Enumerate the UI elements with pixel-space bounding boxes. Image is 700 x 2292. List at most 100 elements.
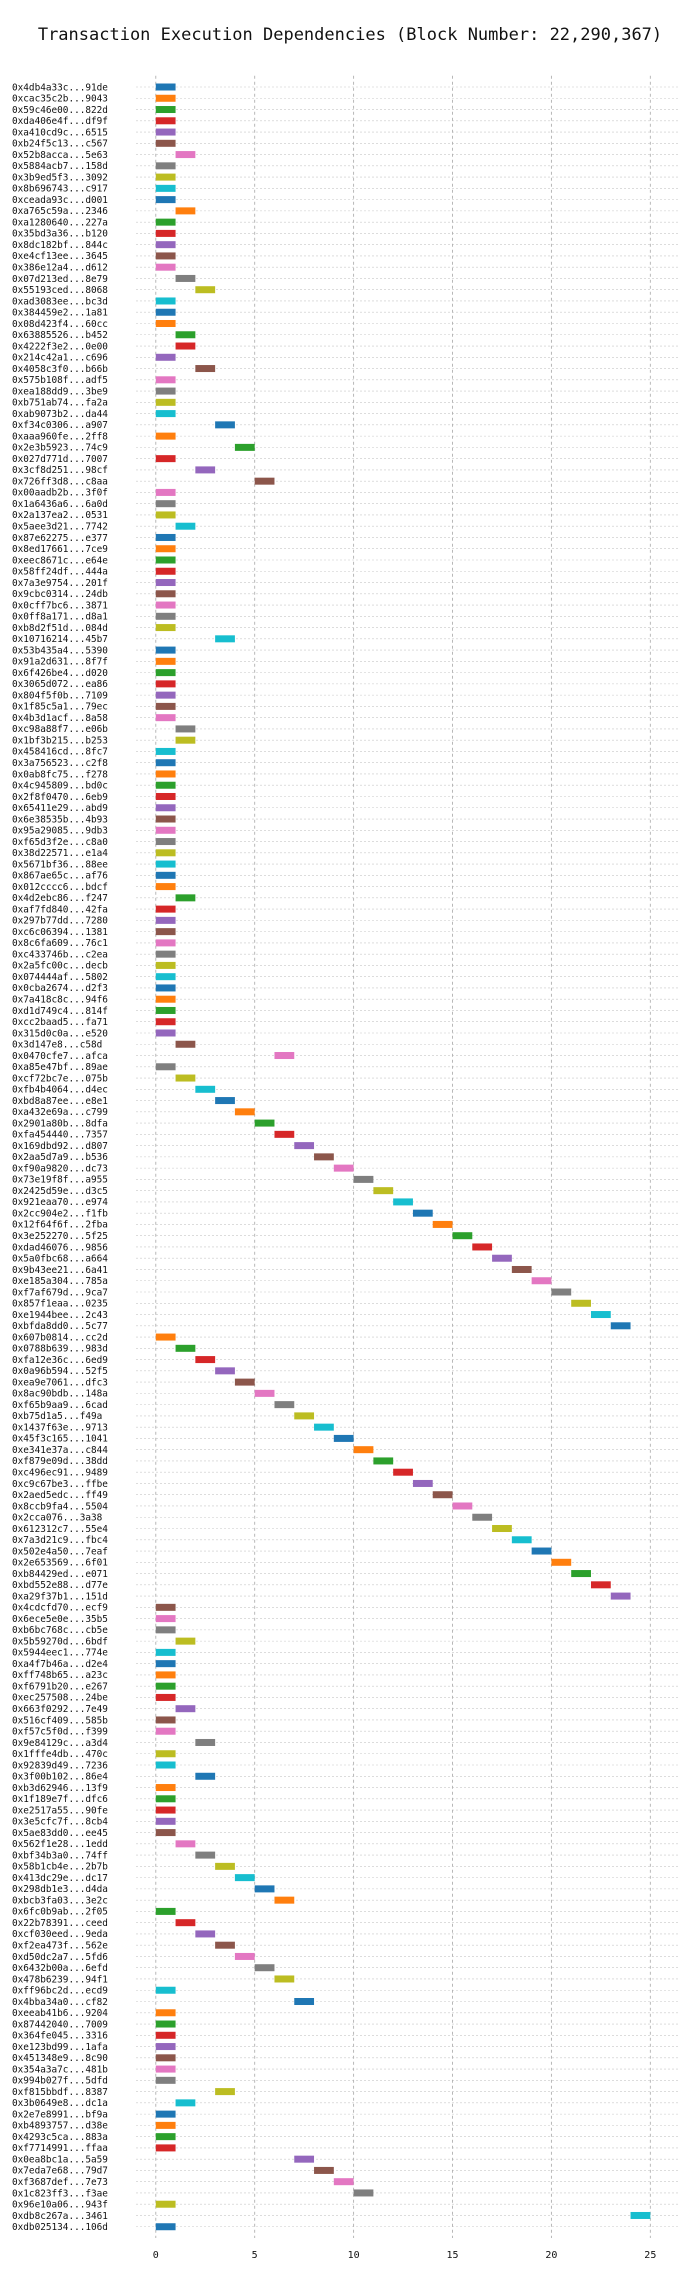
execution-bar (175, 342, 196, 350)
execution-bar (155, 657, 176, 665)
execution-bar (155, 297, 176, 305)
execution-bar (155, 916, 176, 924)
execution-bar (155, 2065, 176, 2073)
transaction-label: 0x3f00b102...86e4 (12, 1772, 108, 1783)
transaction-label: 0x52b8acca...5e63 (12, 150, 108, 161)
execution-bar (155, 680, 176, 688)
execution-bar (175, 1344, 196, 1352)
execution-bar (155, 432, 176, 440)
execution-bar (254, 1389, 275, 1397)
execution-bar (155, 646, 176, 654)
transaction-label: 0xfa454440...7357 (12, 1130, 108, 1141)
transaction-label: 0x074444af...5802 (12, 972, 108, 983)
execution-bar (155, 1682, 176, 1690)
execution-bar (234, 1378, 255, 1386)
transaction-label: 0xa4f7b46a...d2e4 (12, 1659, 108, 1670)
execution-bar (195, 1930, 216, 1938)
execution-bar (155, 252, 176, 260)
execution-bar (155, 500, 176, 508)
execution-bar (195, 1738, 216, 1746)
execution-bar (333, 2178, 354, 2186)
execution-bar (175, 207, 196, 215)
execution-bar (155, 1603, 176, 1611)
transaction-label: 0x5ae83dd0...ee45 (12, 1828, 108, 1839)
execution-bar (175, 1840, 196, 1848)
transaction-label: 0x4cdcfd70...ecf9 (12, 1603, 108, 1614)
transaction-label: 0x4058c3f0...b66b (12, 364, 108, 375)
execution-bar (353, 2189, 374, 2197)
transaction-label: 0xc433746b...c2ea (12, 949, 108, 960)
transaction-label: 0xf65b9aa9...6cad (12, 1400, 108, 1411)
execution-bar (155, 1761, 176, 1769)
transaction-label: 0x921eaa70...e974 (12, 1197, 108, 1208)
execution-bar (155, 241, 176, 249)
execution-bar (155, 612, 176, 620)
execution-bar (155, 2200, 176, 2208)
transaction-label: 0xf6791b20...e267 (12, 1681, 108, 1692)
transaction-label: 0x2cc904e2...f1fb (12, 1208, 108, 1219)
execution-bar (274, 1896, 295, 1904)
execution-bar (155, 2043, 176, 2051)
execution-bar (155, 353, 176, 361)
execution-bar (511, 1536, 532, 1544)
execution-bar (175, 1637, 196, 1645)
execution-bar (314, 1423, 334, 1431)
execution-bar (155, 883, 176, 891)
transaction-label: 0xceada93c...d001 (12, 195, 108, 206)
transaction-label: 0x00aadb2b...3f0f (12, 488, 108, 499)
transaction-label: 0xe341e37a...c844 (12, 1445, 108, 1456)
transaction-label: 0x55193ced...8068 (12, 285, 108, 296)
transaction-label: 0xc98a88f7...e06b (12, 724, 108, 735)
execution-bar (155, 1648, 176, 1656)
execution-bar (175, 1040, 196, 1048)
transaction-label: 0x4c945809...bd0c (12, 781, 108, 792)
transaction-label: 0x59c46e00...822d (12, 105, 108, 116)
transaction-label: 0x169dbd92...d807 (12, 1141, 108, 1152)
execution-bar (155, 1829, 176, 1837)
transaction-label: 0x0a96b594...52f5 (12, 1366, 108, 1377)
transaction-label: 0x2425d59e...d3c5 (12, 1186, 108, 1197)
execution-bar (155, 2054, 176, 2062)
execution-bar (155, 939, 176, 947)
transaction-label: 0xeeab41b6...9204 (12, 2008, 108, 2019)
transaction-label: 0x458416cd...8fc7 (12, 747, 108, 758)
transaction-label: 0x297b77dd...7280 (12, 916, 108, 927)
transaction-label: 0x95a29085...9db3 (12, 826, 108, 837)
execution-bar (314, 1153, 334, 1161)
transaction-label: 0x027d771d...7007 (12, 454, 108, 465)
execution-bar (155, 2133, 176, 2141)
execution-bar (215, 1367, 235, 1375)
execution-bar (452, 1502, 473, 1510)
x-tick-label: 25 (644, 2250, 656, 2261)
execution-bar (294, 1142, 315, 1150)
transaction-label: 0x2e7e8991...bf9a (12, 2109, 108, 2120)
execution-bar (175, 1919, 196, 1927)
execution-bar (155, 1986, 176, 1994)
grid-lines (136, 75, 680, 2238)
transaction-label: 0xbcb3fa03...3e2c (12, 1895, 108, 1906)
execution-bar (155, 792, 176, 800)
execution-bar (155, 1750, 176, 1758)
execution-bar (234, 1108, 255, 1116)
execution-bar (155, 860, 176, 868)
execution-bar (274, 1975, 295, 1983)
bars (155, 83, 651, 2231)
execution-bar (511, 1265, 532, 1273)
y-axis-labels: 0x4db4a33c...91de0xcac35c2b...90430x59c4… (12, 82, 108, 2233)
transaction-label: 0x2e653569...6f01 (12, 1558, 108, 1569)
transaction-label: 0xb6bc768c...cb5e (12, 1625, 108, 1636)
transaction-label: 0x3b0649e8...dc1a (12, 2098, 108, 2109)
execution-bar (175, 274, 196, 282)
transaction-label: 0xfb4b4064...d4ec (12, 1085, 108, 1096)
transaction-label: 0x214c42a1...c696 (12, 353, 108, 364)
transaction-label: 0x8ccb9fa4...5504 (12, 1501, 108, 1512)
execution-bar (155, 1716, 176, 1724)
execution-bar (155, 184, 176, 192)
x-tick-label: 15 (446, 2250, 458, 2261)
execution-bar (274, 1052, 295, 1060)
x-tick-label: 10 (348, 2250, 360, 2261)
execution-bar (155, 714, 176, 722)
transaction-label: 0x607b0814...cc2d (12, 1332, 108, 1343)
execution-bar (353, 1175, 374, 1183)
